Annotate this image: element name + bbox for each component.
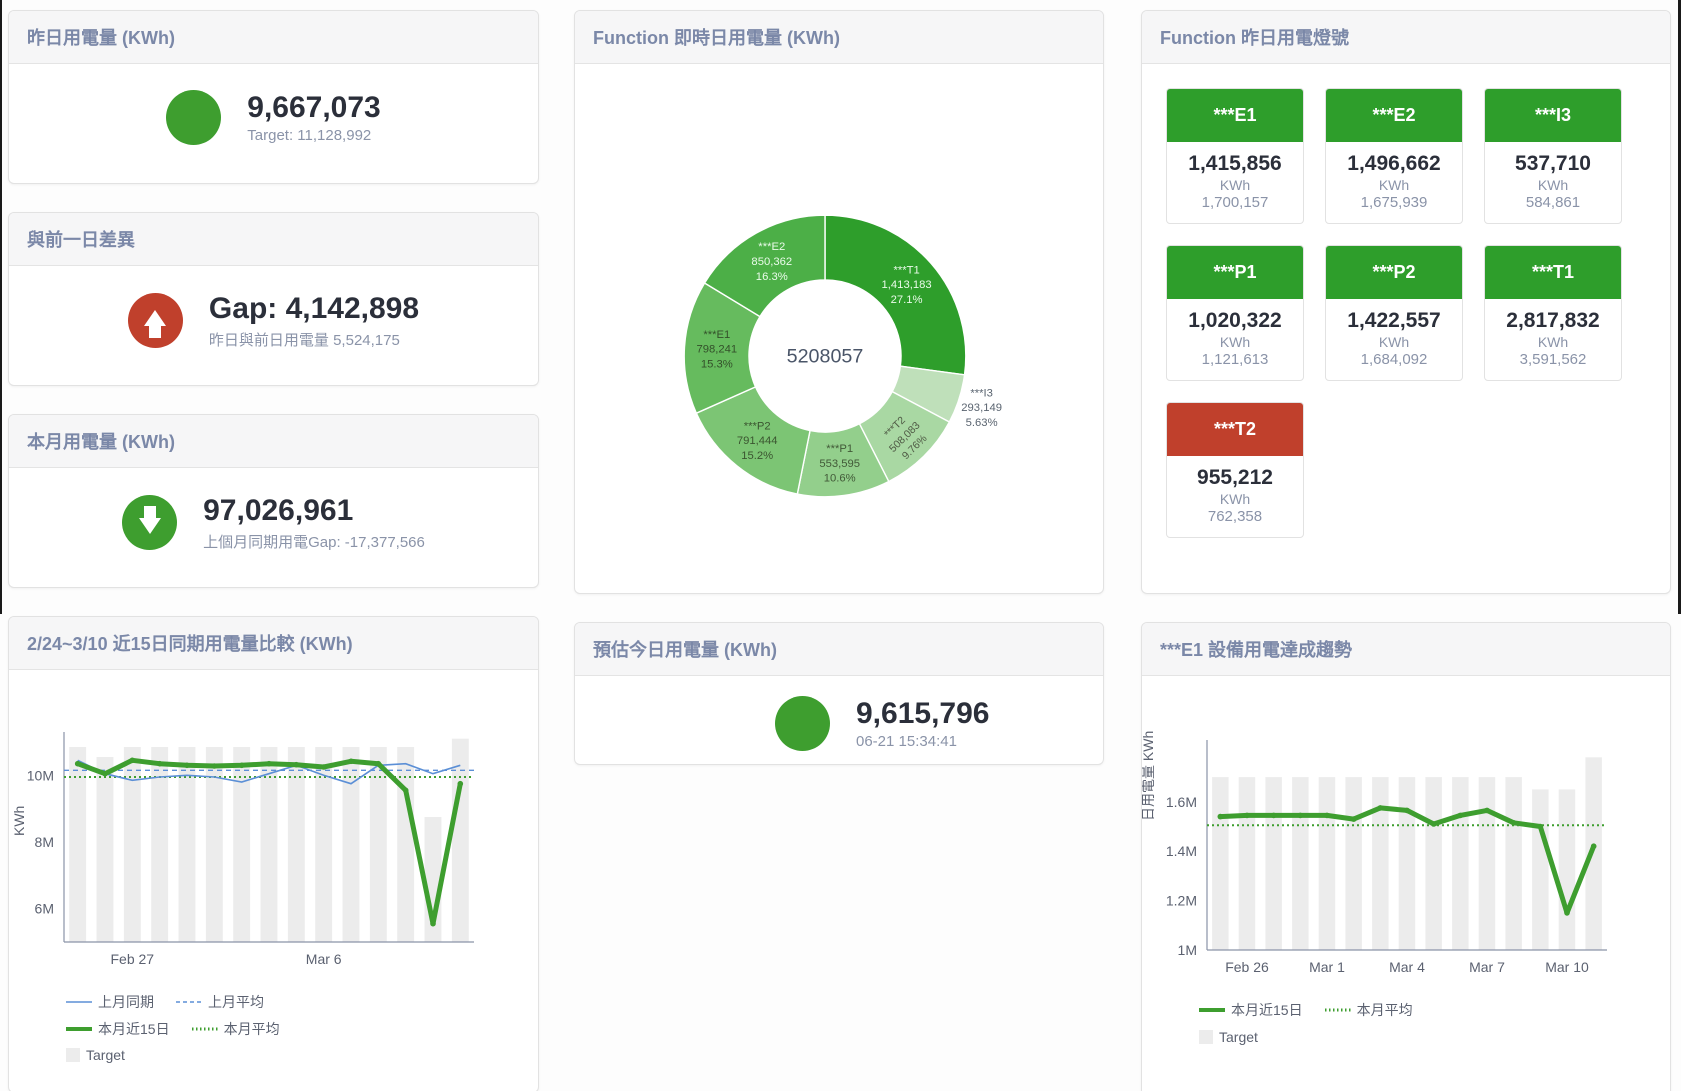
svg-text:5.63%: 5.63%: [966, 417, 998, 429]
svg-text:791,444: 791,444: [737, 435, 778, 447]
svg-text:1.4M: 1.4M: [1166, 843, 1197, 859]
svg-text:Mar 10: Mar 10: [1545, 959, 1589, 975]
svg-text:15.2%: 15.2%: [741, 450, 773, 462]
svg-text:16.3%: 16.3%: [756, 271, 788, 283]
svg-text:10M: 10M: [27, 767, 54, 783]
svg-text:6M: 6M: [35, 901, 54, 917]
svg-text:8M: 8M: [35, 834, 54, 850]
svg-text:***E2: ***E2: [758, 241, 785, 253]
svg-text:1.6M: 1.6M: [1166, 794, 1197, 810]
svg-text:798,241: 798,241: [696, 344, 737, 356]
svg-text:***P2: ***P2: [744, 420, 771, 432]
svg-text:27.1%: 27.1%: [891, 294, 923, 306]
svg-text:10.6%: 10.6%: [824, 473, 856, 485]
svg-text:5208057: 5208057: [787, 345, 864, 367]
svg-text:Feb 27: Feb 27: [111, 951, 155, 967]
svg-text:***E1: ***E1: [703, 329, 730, 341]
svg-text:293,149: 293,149: [961, 402, 1002, 414]
svg-text:1.2M: 1.2M: [1166, 893, 1197, 909]
svg-text:Mar 6: Mar 6: [306, 951, 342, 967]
svg-text:Mar 4: Mar 4: [1389, 959, 1425, 975]
svg-text:15.3%: 15.3%: [701, 358, 733, 370]
svg-text:***P1: ***P1: [826, 443, 853, 455]
svg-text:Mar 7: Mar 7: [1469, 959, 1505, 975]
svg-text:***T1: ***T1: [893, 264, 919, 276]
svg-text:Feb 26: Feb 26: [1225, 959, 1269, 975]
svg-text:850,362: 850,362: [751, 256, 792, 268]
svg-text:***I3: ***I3: [970, 387, 993, 399]
svg-text:1M: 1M: [1178, 942, 1197, 958]
svg-text:553,595: 553,595: [819, 458, 860, 470]
svg-text:1,413,183: 1,413,183: [882, 279, 932, 291]
svg-text:Mar 1: Mar 1: [1309, 959, 1345, 975]
